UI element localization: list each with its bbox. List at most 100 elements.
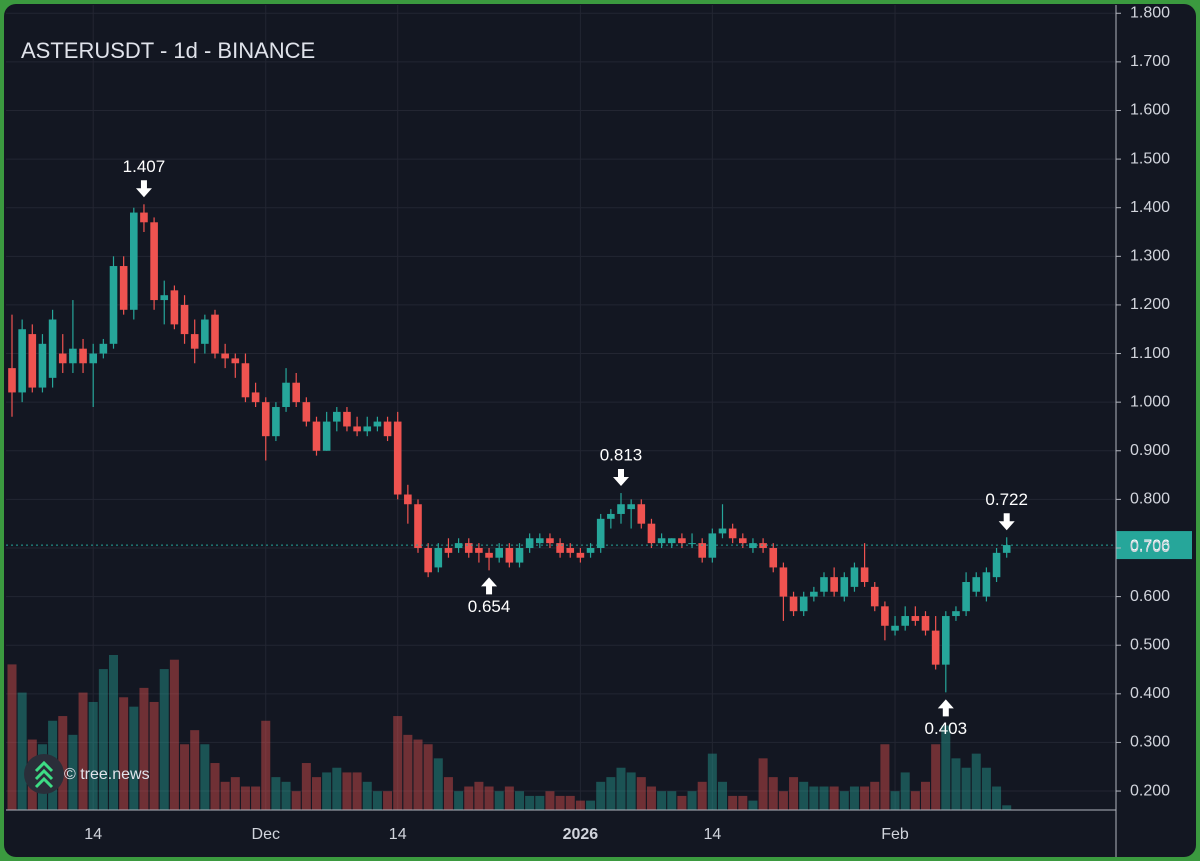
candle-body: [972, 577, 981, 592]
volume-bar: [575, 800, 585, 810]
candle-body: [870, 586, 879, 607]
volume-bar: [738, 795, 748, 810]
candle-body: [353, 426, 361, 432]
annotation-arrow: [613, 469, 629, 487]
annotation-arrow: [937, 699, 954, 717]
volume-bar: [809, 786, 819, 810]
candle-body: [982, 572, 991, 597]
volume-bar: [758, 758, 768, 810]
candle-body: [454, 543, 463, 548]
y-tick-label: 1.400: [1130, 199, 1170, 216]
volume-bar: [829, 786, 839, 810]
candle-body: [485, 552, 493, 558]
volume-bar: [301, 763, 311, 810]
candle-body: [8, 368, 16, 393]
volume-bar: [890, 791, 900, 810]
candle-body: [840, 577, 849, 597]
candle-body: [434, 547, 443, 568]
candle-body: [779, 567, 788, 597]
volume-bar: [931, 744, 941, 810]
logo-icon: [34, 760, 54, 789]
volume-bar: [596, 781, 606, 810]
candle-body: [363, 426, 372, 432]
y-tick-label: 1.000: [1130, 393, 1170, 410]
volume-bar: [1002, 805, 1012, 810]
volume-bar: [190, 730, 200, 810]
candle-body: [180, 304, 189, 335]
volume-bar: [636, 777, 646, 810]
volume-bar: [525, 795, 535, 810]
volume-bar: [971, 753, 981, 810]
volume-bar: [545, 791, 555, 810]
candle-body: [211, 314, 219, 354]
candle-body: [58, 353, 67, 364]
volume-bar: [860, 786, 870, 810]
candle-body: [759, 543, 767, 548]
candle-body: [850, 567, 859, 587]
volume-bar: [941, 725, 951, 810]
volume-bar: [677, 795, 687, 810]
candle-body: [231, 358, 240, 364]
x-tick-label: Feb: [881, 826, 909, 843]
candle-body: [515, 547, 524, 563]
volume-bar: [332, 767, 342, 810]
volume-bar: [748, 800, 758, 810]
volume-bar: [454, 791, 464, 810]
volume-bar: [98, 669, 108, 810]
volume-bar: [109, 655, 118, 810]
candle-body: [221, 353, 229, 359]
candle-body: [343, 411, 351, 427]
annotation-arrow: [481, 577, 498, 595]
volume-bar: [494, 791, 504, 810]
price-tag: [1116, 531, 1192, 560]
volume-bar: [78, 692, 88, 810]
candle-body: [322, 421, 331, 451]
annotation-label: 1.407: [123, 157, 166, 176]
y-tick-label: 0.300: [1130, 734, 1170, 751]
y-tick-label: 1.100: [1130, 345, 1170, 362]
candle-body: [495, 547, 503, 558]
volume-bar: [535, 795, 545, 810]
candle-body: [475, 547, 483, 553]
candle-body: [505, 547, 514, 563]
candle-body: [99, 343, 108, 354]
candle-body: [667, 538, 676, 544]
candle-body: [891, 625, 899, 631]
candle-body: [38, 343, 47, 388]
annotation-label: 0.722: [985, 490, 1028, 509]
volume-bar: [799, 781, 809, 810]
candle-body: [373, 421, 382, 427]
candle-body: [28, 334, 37, 388]
x-tick-label: Dec: [252, 826, 280, 843]
candle-body: [881, 606, 889, 626]
volume-bar: [200, 744, 210, 810]
volume-bar: [616, 767, 626, 810]
volume-bar: [768, 777, 778, 810]
annotation-arrow: [135, 180, 152, 198]
volume-bar: [271, 777, 281, 810]
candle-body: [627, 504, 635, 510]
volume-bar: [159, 669, 169, 810]
candle-body: [170, 290, 179, 325]
volume-bar: [281, 781, 291, 810]
candle-body: [860, 567, 869, 583]
candle-body: [69, 348, 77, 364]
y-tick-label: 1.700: [1130, 53, 1170, 70]
watermark: © tree.news: [64, 766, 150, 783]
candle-body: [718, 528, 727, 534]
candle-body: [810, 591, 818, 597]
chart-title: ASTERUSDT - 1d - BINANCE: [21, 38, 315, 63]
candle-body: [647, 523, 656, 544]
volume-bar: [119, 697, 129, 810]
candle-body: [119, 266, 128, 310]
candle-body: [272, 407, 280, 437]
volume-bar: [900, 772, 910, 810]
candle-body: [992, 552, 1001, 578]
volume-bar: [342, 772, 352, 810]
volume-bar: [992, 786, 1002, 810]
candle-body: [728, 528, 737, 539]
candle-body: [678, 538, 686, 544]
x-tick-label: 14: [703, 826, 721, 843]
volume-bar: [322, 772, 332, 810]
y-tick-label: 0.200: [1130, 782, 1170, 799]
